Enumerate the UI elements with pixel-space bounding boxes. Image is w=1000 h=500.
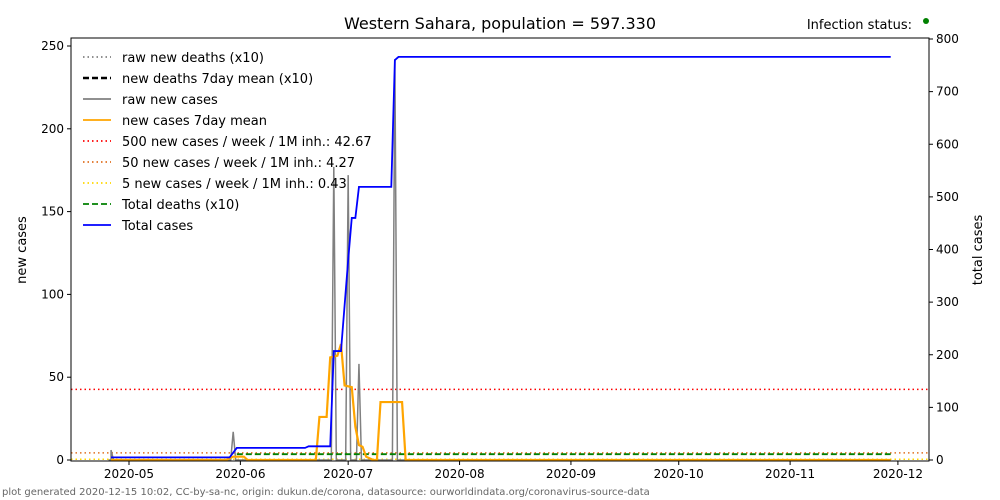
legend-label: Total cases	[121, 219, 193, 234]
y-right-tick-label: 600	[936, 137, 959, 151]
x-tick-label: 2020-07	[323, 467, 373, 481]
legend-label: new cases 7day mean	[122, 114, 267, 129]
x-tick-label: 2020-09	[546, 467, 596, 481]
y-right-tick-label: 400	[936, 243, 959, 257]
chart-title: Western Sahara, population = 597.330	[344, 14, 656, 33]
x-tick-label: 2020-06	[215, 467, 265, 481]
legend-label: raw new cases	[122, 93, 218, 108]
y-right-tick-label: 500	[936, 190, 959, 204]
legend-label: new deaths 7day mean (x10)	[122, 72, 313, 87]
y-axis-right-label: total cases	[971, 215, 986, 286]
infection-status-indicator	[923, 18, 929, 24]
y-right-tick-label: 300	[936, 295, 959, 309]
series-total-cases	[111, 55, 891, 459]
y-tick-label: 150	[41, 205, 64, 219]
y-right-tick-label: 100	[936, 400, 959, 414]
legend-label: 5 new cases / week / 1M inh.: 0.43	[122, 177, 347, 192]
y-axis-label: new cases	[15, 216, 30, 284]
y-tick-label: 200	[41, 122, 64, 136]
legend-label: 500 new cases / week / 1M inh.: 42.67	[122, 135, 372, 150]
legend: raw new deaths (x10) new deaths 7day mean…	[83, 51, 372, 234]
axis-ticks: 2020-05 2020-06 2020-07 2020-08 2020-09 2020-…	[41, 32, 959, 481]
y-tick-label: 250	[41, 39, 64, 53]
x-tick-label: 2020-10	[654, 467, 704, 481]
y-tick-label: 100	[41, 287, 64, 301]
y-right-tick-label: 0	[936, 453, 944, 467]
y-tick-label: 0	[56, 453, 64, 467]
x-tick-label: 2020-11	[765, 467, 815, 481]
x-tick-label: 2020-12	[873, 467, 923, 481]
y-right-tick-label: 800	[936, 32, 959, 46]
plot-area	[71, 55, 929, 462]
legend-label: Total deaths (x10)	[121, 198, 239, 213]
footer-credit: plot generated 2020-12-15 10:02, CC-by-s…	[2, 487, 650, 498]
y-tick-label: 50	[49, 370, 64, 384]
series-new-cases-7day-mean	[111, 343, 891, 462]
legend-label: raw new deaths (x10)	[122, 51, 264, 66]
x-tick-label: 2020-05	[104, 467, 154, 481]
x-tick-label: 2020-08	[434, 467, 484, 481]
y-right-tick-label: 200	[936, 348, 959, 362]
y-right-tick-label: 700	[936, 85, 959, 99]
legend-label: 50 new cases / week / 1M inh.: 4.27	[122, 156, 355, 171]
infection-status-label: Infection status:	[807, 18, 912, 33]
